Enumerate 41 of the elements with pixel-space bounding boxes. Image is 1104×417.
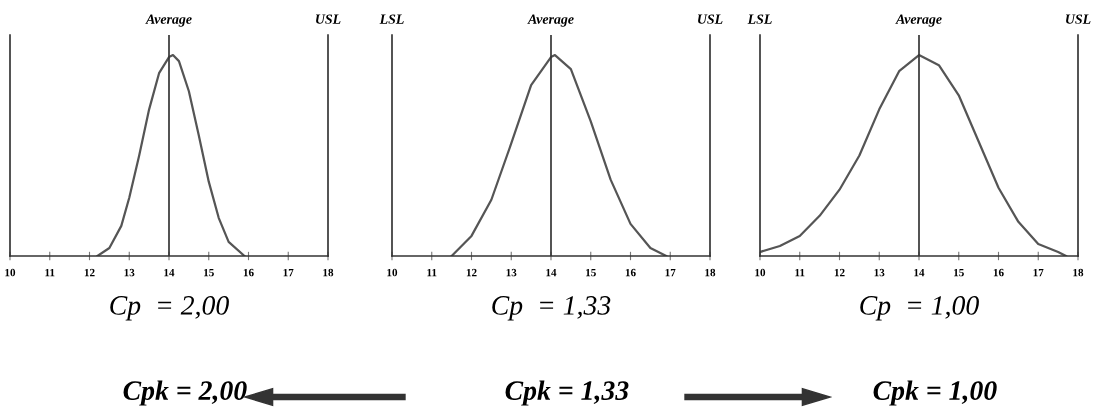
x-tick-label: 16 <box>243 268 254 277</box>
text: Cpk = 1,33 <box>505 380 629 406</box>
x-tick-label: 17 <box>283 268 294 277</box>
x-tick-label: 10 <box>755 268 766 277</box>
text: USL <box>698 14 723 24</box>
x-tick-label: 10 <box>387 268 398 277</box>
x-tick-label: 14 <box>914 268 925 277</box>
ref-line-label: Average <box>145 14 192 27</box>
x-tick-label: 13 <box>874 268 885 277</box>
x-tick-label: 12 <box>834 268 845 277</box>
text: LSL <box>379 14 404 24</box>
text: USL <box>316 14 341 24</box>
text: Cpk = 1,00 <box>873 380 997 406</box>
x-tick-label: 16 <box>625 268 636 277</box>
x-axis-title: Cp = 2,00 <box>110 296 229 321</box>
x-tick-label: 18 <box>705 268 716 277</box>
x-tick-label: 13 <box>124 268 135 277</box>
text: Cpk = 2,00 <box>123 380 247 406</box>
ref-line-label: Average <box>527 14 574 27</box>
x-axis-title: Cp = 1,00 <box>860 296 979 321</box>
x-tick-label: 17 <box>1033 268 1044 277</box>
x-tick-label: 14 <box>546 268 557 277</box>
x-tick-label: 11 <box>427 268 437 277</box>
x-tick-label: 16 <box>993 268 1004 277</box>
x-tick-label: 11 <box>795 268 805 277</box>
x-tick-label: 18 <box>1073 268 1084 277</box>
text: USL <box>1066 14 1091 24</box>
x-tick-label: 12 <box>466 268 477 277</box>
x-tick-label: 17 <box>665 268 676 277</box>
x-tick-label: 11 <box>45 268 55 277</box>
x-tick-label: 15 <box>204 268 214 277</box>
x-axis-title: Cp = 1,33 <box>492 296 611 321</box>
text: LSL <box>747 14 772 24</box>
x-tick-label: 15 <box>954 268 964 277</box>
x-tick-label: 12 <box>84 268 95 277</box>
x-tick-label: 14 <box>164 268 175 277</box>
x-tick-label: 13 <box>506 268 517 277</box>
x-tick-label: 18 <box>323 268 334 277</box>
x-tick-label: 15 <box>586 268 596 277</box>
x-tick-label: 10 <box>5 268 16 277</box>
ref-line-label: Average <box>895 14 942 27</box>
